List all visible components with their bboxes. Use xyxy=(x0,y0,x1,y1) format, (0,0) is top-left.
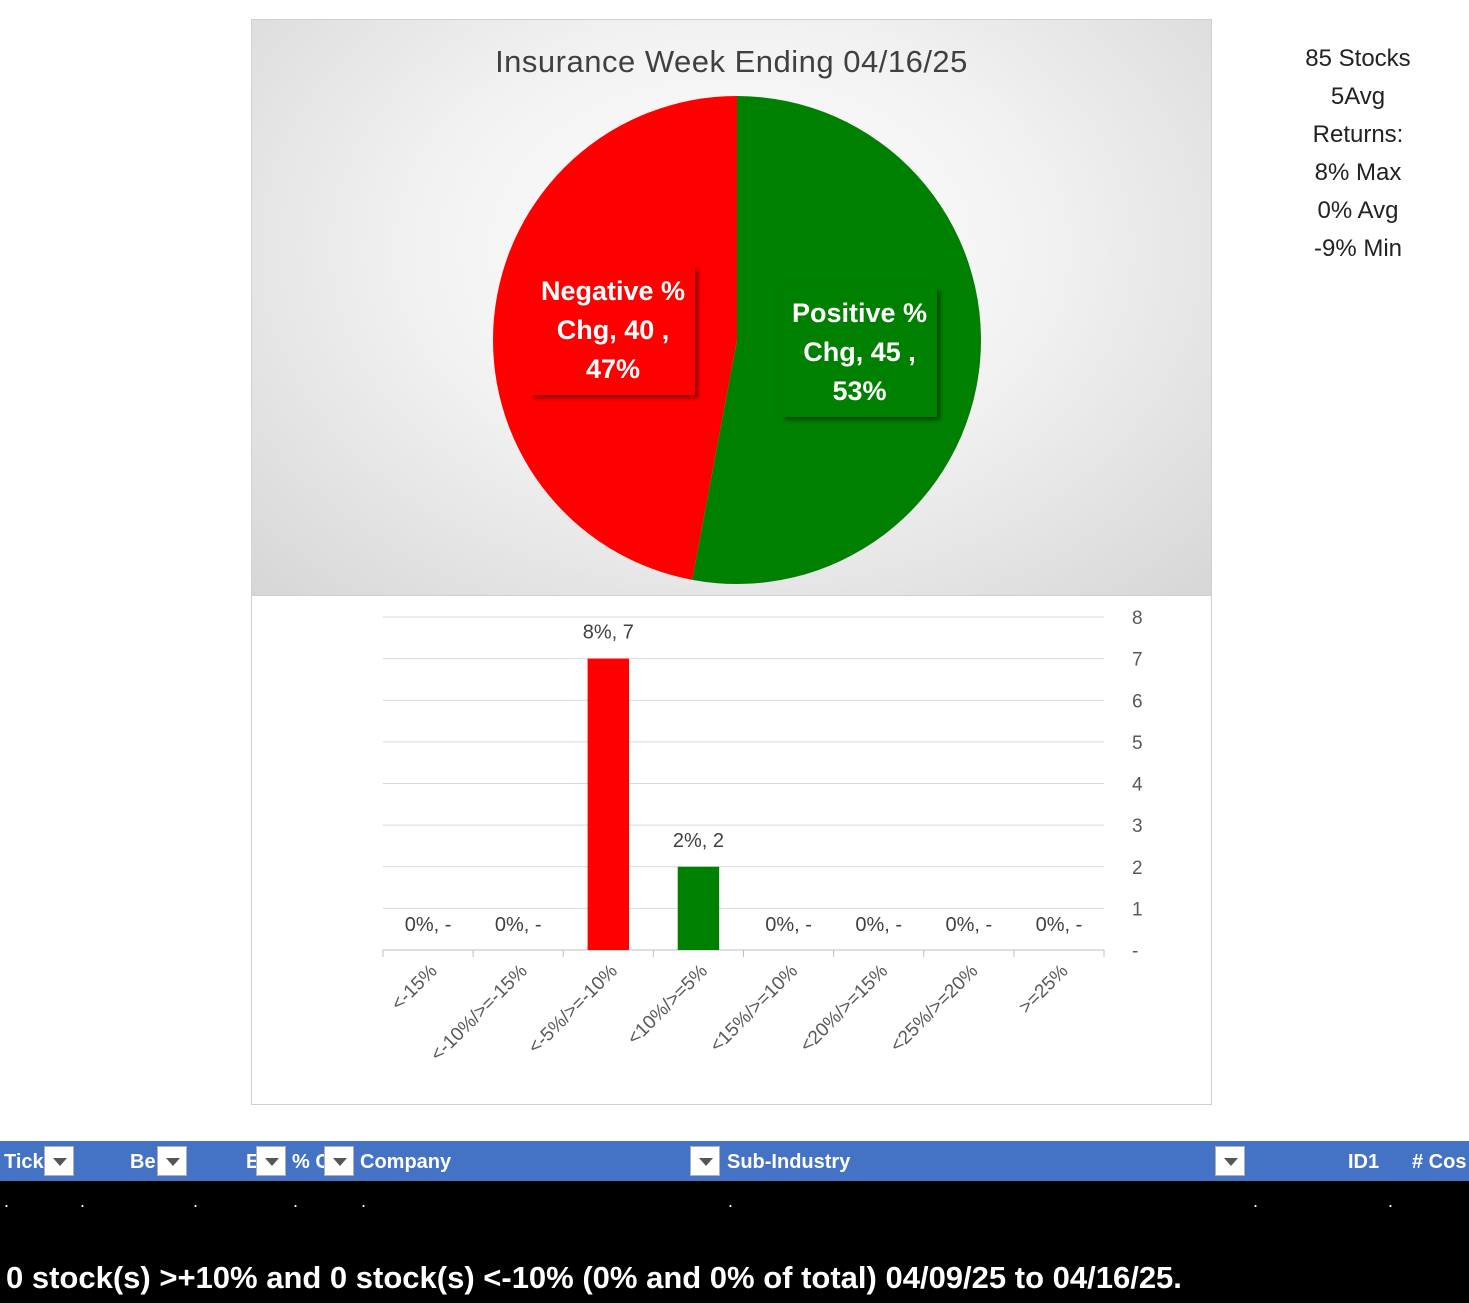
table-cell[interactable]: . xyxy=(4,1191,10,1211)
stat-stock-count: 85 Stocks xyxy=(1305,45,1411,72)
pie-label-line: 47% xyxy=(586,354,641,384)
x-category-label: <-5%/>=-10% xyxy=(524,961,621,1058)
stat-min: -9% Min xyxy=(1313,235,1403,262)
column-header-sub-industry[interactable]: Sub-Industry xyxy=(727,1151,851,1173)
column-header-pct-change[interactable]: % C xyxy=(292,1151,324,1173)
column-header-be[interactable]: Be xyxy=(130,1151,156,1173)
y-tick-label: 8 xyxy=(1132,608,1143,629)
column-header-id1[interactable]: ID1 xyxy=(1348,1151,1380,1173)
pie-label-line: Chg, 45 , xyxy=(803,337,916,367)
bar xyxy=(677,866,720,950)
stat-avg: 0% Avg xyxy=(1317,197,1399,224)
y-tick-label: 7 xyxy=(1132,650,1143,671)
pie-chart-panel: Insurance Week Ending 04/16/25 Positive … xyxy=(251,19,1212,596)
bar-data-label: 0%, - xyxy=(405,914,452,936)
bar-data-label: 0%, - xyxy=(1036,914,1083,936)
column-header-e[interactable]: E xyxy=(246,1151,258,1173)
table-body: . . . . . . . . xyxy=(0,1181,1469,1303)
x-category-label: <-10%/>=-15% xyxy=(427,961,532,1066)
y-tick-label: 4 xyxy=(1132,775,1143,796)
table-cell[interactable]: . xyxy=(728,1191,734,1211)
filter-dropdown-icon[interactable] xyxy=(157,1146,187,1176)
pie-label-line: Chg, 40 , xyxy=(556,315,670,345)
bar-data-label: 0%, - xyxy=(495,914,542,936)
y-tick-label: 5 xyxy=(1132,733,1143,754)
bar-chart-panel: - 1 2 3 4 5 6 7 8 0%, - <-15% 0%, - <-10%/>=-15% 8%, … xyxy=(251,596,1212,1105)
pie-label-line: Positive % xyxy=(792,298,928,328)
summary-text: 0 stock(s) >+10% and 0 stock(s) <-10% (0… xyxy=(6,1260,1182,1295)
bar-data-label: 2%, 2 xyxy=(673,830,724,852)
bar xyxy=(587,658,630,950)
bar-data-label: 0%, - xyxy=(945,914,992,936)
table-header: Tick Be E % C Company Sub-Industry ID1 #… xyxy=(0,1141,1469,1181)
filter-dropdown-icon[interactable] xyxy=(256,1146,286,1176)
filter-dropdown-icon[interactable] xyxy=(324,1146,354,1176)
x-category-label: <10%/>=5% xyxy=(624,961,713,1050)
bar-data-label: 0%, - xyxy=(855,914,902,936)
filter-dropdown-icon[interactable] xyxy=(1215,1146,1245,1176)
x-category-label: <15%/>=10% xyxy=(706,961,802,1057)
filter-dropdown-icon[interactable] xyxy=(690,1146,720,1176)
x-category-label: <25%/>=20% xyxy=(886,961,982,1057)
y-tick-label: 3 xyxy=(1132,816,1143,837)
table-cell[interactable]: . xyxy=(1253,1191,1259,1211)
column-header-num-cos[interactable]: # Cos xyxy=(1412,1151,1467,1173)
y-tick-label: 1 xyxy=(1132,899,1143,920)
y-tick-label: 6 xyxy=(1132,691,1143,712)
stat-max: 8% Max xyxy=(1314,159,1402,186)
table-cell[interactable]: . xyxy=(193,1191,199,1211)
x-category-label: <-15% xyxy=(388,961,442,1015)
pie-chart-title: Insurance Week Ending 04/16/25 xyxy=(495,44,968,79)
bar-data-label: 0%, - xyxy=(765,914,812,936)
bar-data-label: 8%, 7 xyxy=(583,622,634,644)
pie-label-positive: Positive % Chg, 45 , 53% xyxy=(782,288,938,417)
pie-label-line: Negative % xyxy=(541,276,686,306)
table-cell[interactable]: . xyxy=(293,1191,299,1211)
bar-chart: - 1 2 3 4 5 6 7 8 0%, - <-15% 0%, - <-10%/>=-15% 8%, … xyxy=(382,608,1143,1066)
pie-label-negative: Negative % Chg, 40 , 47% xyxy=(531,266,696,395)
filter-dropdown-icon[interactable] xyxy=(44,1146,74,1176)
stat-avg-label: 5Avg xyxy=(1330,83,1386,110)
x-category-label: >=25% xyxy=(1015,961,1073,1019)
y-tick-label: 2 xyxy=(1132,858,1143,879)
x-category-label: <20%/>=15% xyxy=(796,961,892,1057)
table-cell[interactable]: . xyxy=(80,1191,86,1211)
stat-returns-label: Returns: xyxy=(1312,121,1404,148)
column-header-company[interactable]: Company xyxy=(360,1151,452,1173)
table-cell[interactable]: . xyxy=(361,1191,367,1211)
column-header-ticker[interactable]: Tick xyxy=(4,1151,44,1173)
pie-label-line: 53% xyxy=(832,376,887,406)
y-tick-label: - xyxy=(1132,941,1138,962)
pie-chart xyxy=(493,95,982,584)
side-stats: 85 Stocks 5Avg Returns: 8% Max 0% Avg -9… xyxy=(1290,40,1426,268)
table-cell[interactable]: . xyxy=(1388,1191,1394,1211)
